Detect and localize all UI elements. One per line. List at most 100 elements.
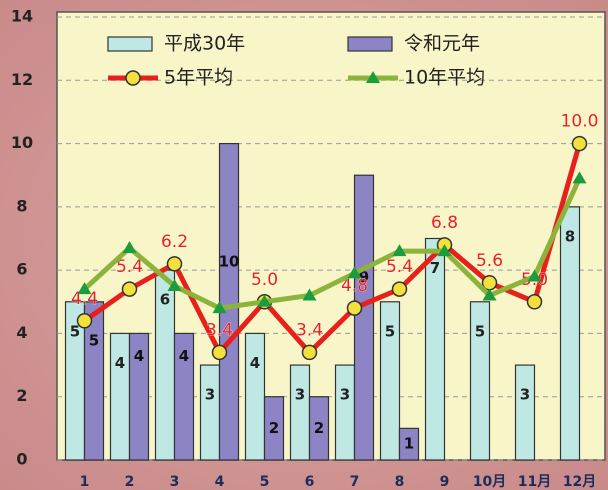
bar-value-label: 4 xyxy=(179,347,189,365)
line-marker xyxy=(572,171,587,184)
x-tick-label: 2 xyxy=(125,474,135,490)
legend-label: 平成30年 xyxy=(164,33,245,55)
bar-value-label: 3 xyxy=(205,386,215,404)
line-value-label: 6.2 xyxy=(161,232,188,252)
line-marker xyxy=(121,281,138,297)
line-value-label: 5.4 xyxy=(386,257,413,277)
x-tick-label: 5 xyxy=(260,474,270,490)
legend-label: 10年平均 xyxy=(404,67,485,89)
bar-value-label: 5 xyxy=(475,322,485,340)
x-tick-label: 8 xyxy=(395,474,405,490)
bar-value-label: 5 xyxy=(89,331,99,349)
bar-value-label: 5 xyxy=(70,322,80,340)
line-value-label: 6.8 xyxy=(431,213,458,233)
y-tick-label: 14 xyxy=(11,7,33,26)
x-tick-label: 12月 xyxy=(563,474,596,490)
line-marker xyxy=(77,282,92,295)
bar xyxy=(308,396,330,461)
y-tick-label: 6 xyxy=(16,260,27,279)
line-marker xyxy=(76,313,93,329)
bar xyxy=(244,332,266,461)
legend-label: 5年平均 xyxy=(164,67,233,89)
line-marker xyxy=(302,288,317,301)
bar-value-label: 9 xyxy=(359,268,369,286)
y-tick-label: 2 xyxy=(16,386,27,405)
y-tick-label: 8 xyxy=(16,196,27,215)
bar xyxy=(514,364,536,461)
line-marker xyxy=(392,244,407,257)
line-marker xyxy=(257,294,272,307)
bar-value-label: 5 xyxy=(385,322,395,340)
bar-value-label: 6 xyxy=(160,291,170,309)
bar xyxy=(289,364,311,461)
bar-value-label: 3 xyxy=(340,386,350,404)
x-tick-label: 4 xyxy=(215,474,225,490)
line-marker xyxy=(166,256,183,272)
line-marker xyxy=(347,266,362,279)
x-tick-label: 11月 xyxy=(518,474,551,490)
bar xyxy=(424,237,446,461)
line-marker xyxy=(301,344,318,361)
bar xyxy=(559,206,581,461)
bar xyxy=(379,301,401,461)
x-tick-label: 6 xyxy=(305,474,315,490)
bar xyxy=(334,364,356,461)
bar xyxy=(128,332,150,461)
line-value-label: 5.6 xyxy=(476,251,503,271)
x-tick-label: 7 xyxy=(350,474,360,490)
line xyxy=(83,142,582,355)
line-value-label: 4.8 xyxy=(341,276,368,296)
line-marker xyxy=(346,300,363,316)
line-marker xyxy=(211,344,228,361)
bar xyxy=(353,174,375,461)
y-tick-label: 0 xyxy=(16,450,27,469)
bar-value-label: 4 xyxy=(115,354,125,372)
bar xyxy=(199,364,221,461)
y-tick-label: 4 xyxy=(16,323,27,342)
x-tick-label: 3 xyxy=(170,474,180,490)
x-tick-label: 10月 xyxy=(473,474,506,490)
line-marker xyxy=(527,269,542,282)
legend-marker xyxy=(125,70,141,86)
bar-value-label: 4 xyxy=(250,354,260,372)
line-marker xyxy=(391,281,408,297)
bar xyxy=(263,396,285,461)
line-value-label: 3.4 xyxy=(206,320,233,340)
line-value-label: 3.4 xyxy=(296,320,323,340)
x-tick-label: 9 xyxy=(440,474,450,490)
y-tick-label: 12 xyxy=(11,70,33,89)
x-tick-label: 1 xyxy=(80,474,90,490)
bar-value-label: 7 xyxy=(430,259,440,277)
bar-value-label: 3 xyxy=(520,386,530,404)
line-marker xyxy=(212,301,227,314)
bar xyxy=(83,301,105,461)
bar-value-label: 2 xyxy=(269,419,279,437)
legend-label: 令和元年 xyxy=(404,33,480,55)
line-marker xyxy=(122,240,137,253)
bar xyxy=(173,332,195,461)
bar xyxy=(469,301,491,461)
bar xyxy=(109,332,131,461)
bar xyxy=(398,427,420,461)
line-marker xyxy=(526,294,543,310)
line-value-label: 5.4 xyxy=(116,257,143,277)
bar-value-label: 8 xyxy=(565,227,575,245)
bar-value-label: 2 xyxy=(314,419,324,437)
line-marker xyxy=(482,288,497,301)
bar-value-label: 1 xyxy=(404,435,414,453)
y-tick-label: 10 xyxy=(11,133,33,152)
bar-value-label: 10 xyxy=(219,252,240,270)
line-value-label: 5.0 xyxy=(251,270,278,290)
line-marker xyxy=(167,278,182,291)
legend-marker xyxy=(366,71,380,83)
legend-swatch xyxy=(107,36,153,52)
legend-swatch xyxy=(347,36,393,52)
bar xyxy=(218,142,240,461)
bar-value-label: 4 xyxy=(134,347,144,365)
line-marker xyxy=(571,135,588,152)
bar-value-label: 3 xyxy=(295,386,305,404)
line-marker xyxy=(437,244,452,257)
line xyxy=(82,177,582,311)
